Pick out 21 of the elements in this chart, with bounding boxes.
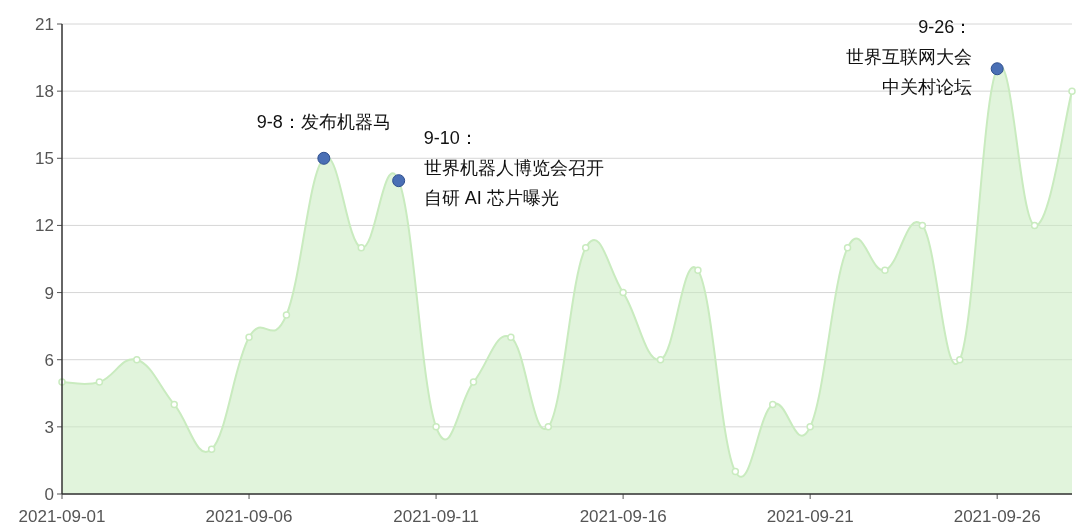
x-tick-label: 2021-09-06 <box>205 507 293 526</box>
x-tick-label: 2021-09-11 <box>393 507 479 526</box>
x-tick-label: 2021-09-01 <box>18 507 106 526</box>
y-tick-label: 15 <box>35 149 54 169</box>
y-tick-label: 12 <box>35 216 54 236</box>
y-tick-label: 21 <box>35 15 54 34</box>
x-tick-label: 2021-09-26 <box>953 507 1041 526</box>
y-tick-label: 9 <box>44 283 54 303</box>
annotation: 世界机器人博览会召开 <box>423 157 604 178</box>
y-tick-label: 18 <box>35 82 54 102</box>
annotation: 自研 AI 芯片曝光 <box>423 187 559 208</box>
annotation: 9-26： <box>918 16 973 37</box>
annotation: 世界互联网大会 <box>846 46 973 67</box>
y-tick-label: 6 <box>44 350 54 370</box>
annotation: 9-8：发布机器马 <box>256 112 391 133</box>
x-tick-label: 2021-09-16 <box>579 507 667 526</box>
y-tick-label: 3 <box>44 417 54 437</box>
annotation: 中关村论坛 <box>882 76 973 97</box>
x-tick-label: 2021-09-21 <box>766 507 854 526</box>
annotation: 9-10： <box>423 127 478 148</box>
y-tick-label: 0 <box>44 485 54 504</box>
